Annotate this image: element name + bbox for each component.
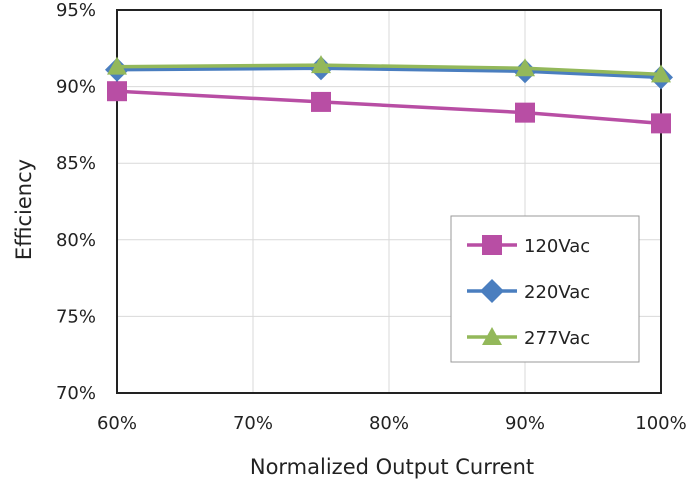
legend-entry: 277Vac [467, 327, 590, 349]
x-tick-label: 70% [233, 413, 273, 434]
series-line [116, 66, 662, 80]
y-axis-title: Efficiency [12, 159, 36, 260]
data-point [311, 91, 331, 112]
y-tick-label: 70% [56, 383, 96, 404]
x-tick-label: 80% [369, 413, 409, 434]
data-point [515, 58, 535, 77]
data-point [107, 56, 127, 75]
legend: 120Vac 220Vac 277Vac [450, 215, 640, 363]
y-tick-label: 85% [56, 153, 96, 174]
data-point [651, 113, 671, 134]
x-tick-label: 90% [505, 413, 545, 434]
data-point [311, 55, 331, 74]
x-axis-ticks: 60% 70% 80% 90% 100% [97, 413, 687, 434]
x-axis-title: Normalized Output Current [250, 455, 534, 479]
series-lines [105, 55, 673, 134]
y-axis-ticks: 70% 75% 80% 85% 90% 95% [56, 0, 96, 404]
legend-label: 220Vac [524, 282, 590, 303]
legend-entry: 120Vac [467, 235, 590, 257]
series-120vac [107, 81, 671, 134]
y-tick-label: 80% [56, 230, 96, 251]
data-point [107, 81, 127, 102]
data-point [515, 102, 535, 123]
legend-swatch-marker [482, 235, 502, 255]
legend-swatch-marker [482, 327, 502, 345]
series-line [116, 63, 662, 77]
y-tick-label: 90% [56, 77, 96, 98]
plot-area-frame [116, 9, 662, 394]
legend-swatch-marker [480, 279, 504, 303]
x-tick-label: 100% [635, 413, 686, 434]
y-tick-label: 95% [56, 0, 96, 21]
series-277vac [107, 55, 671, 83]
legend-label: 277Vac [524, 328, 590, 349]
data-point [651, 64, 671, 83]
series-line [116, 89, 662, 126]
x-tick-label: 60% [97, 413, 137, 434]
y-tick-label: 75% [56, 306, 96, 327]
legend-label: 120Vac [524, 236, 590, 257]
legend-entry: 220Vac [467, 279, 590, 303]
